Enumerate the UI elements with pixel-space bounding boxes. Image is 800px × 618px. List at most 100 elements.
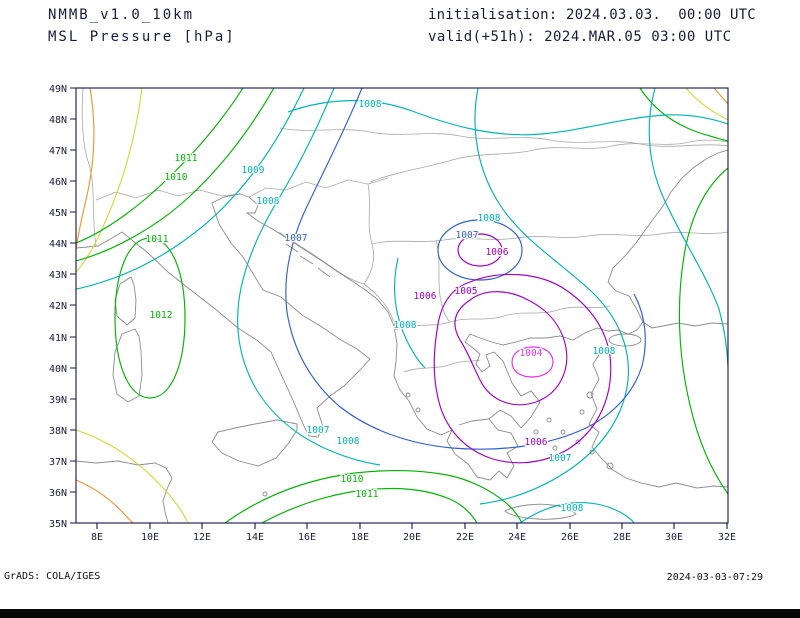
contour-label: 1004	[520, 348, 543, 359]
lon-label: 20E	[403, 532, 421, 543]
lon-label: 26E	[561, 532, 579, 543]
contour-label: 1007	[285, 233, 308, 244]
island	[552, 445, 558, 451]
lon-ticks	[96, 523, 728, 529]
contour-label: 1011	[356, 489, 379, 500]
lat-label: 41N	[49, 333, 67, 344]
contour-label: 1006	[525, 437, 548, 448]
contour-label: 1005	[455, 286, 478, 297]
lat-ticks	[70, 87, 76, 524]
lon-label: 12E	[193, 532, 211, 543]
country-border	[395, 305, 611, 331]
contour-label: 1006	[486, 247, 509, 258]
contour-label: 1007	[549, 453, 572, 464]
lon-label: 24E	[508, 532, 526, 543]
coastline-crete	[504, 503, 577, 520]
contour-line-1010	[76, 88, 275, 262]
contour-line-1008	[394, 257, 426, 369]
contour-line-1007	[437, 219, 523, 281]
contour-label: 1011	[146, 234, 169, 245]
country-border	[369, 139, 728, 183]
island	[586, 391, 594, 399]
lon-label: 22E	[456, 532, 474, 543]
contour-line	[76, 88, 95, 251]
lon-label: 30E	[665, 532, 683, 543]
contour-line-1008	[474, 88, 629, 505]
island	[405, 392, 411, 398]
contour-line	[639, 88, 728, 142]
lat-label: 42N	[49, 301, 67, 312]
coastline-italy	[76, 193, 371, 438]
island	[560, 429, 566, 435]
contour-line	[685, 88, 728, 121]
lat-axis: 49N 48N 47N 46N 45N 44N 43N 42N 41N 40N …	[49, 84, 67, 530]
island	[533, 429, 539, 435]
grads-credit: GrADS: COLA/IGES	[4, 571, 101, 582]
bottom-bar	[0, 609, 800, 618]
coastline-adriatic-east	[245, 196, 519, 481]
coastline-croatian-islands	[285, 243, 331, 278]
coastlines	[76, 149, 728, 523]
contour-label: 1008	[394, 320, 417, 331]
contours-purple	[433, 233, 612, 464]
contour-line-1006	[433, 273, 612, 464]
contour-line-1008	[237, 88, 381, 466]
lat-label: 46N	[49, 177, 67, 188]
coastline-blacksea-west	[607, 149, 728, 323]
contour-label: 1006	[414, 291, 437, 302]
country-border	[248, 177, 389, 198]
country-border	[403, 359, 481, 373]
island	[415, 407, 421, 413]
contour-label: 1010	[165, 172, 188, 183]
contour-label: 1007	[307, 425, 330, 436]
contour-line-1010	[224, 469, 523, 523]
country-border	[363, 283, 397, 331]
lat-label: 44N	[49, 239, 67, 250]
lat-label: 35N	[49, 519, 67, 530]
lat-label: 40N	[49, 364, 67, 375]
contour-label: 1011	[175, 153, 198, 164]
contours-cyan	[76, 88, 728, 523]
lat-label: 39N	[49, 395, 67, 406]
lat-label: 49N	[49, 84, 67, 95]
country-border	[363, 183, 374, 285]
contour-label: 1009	[242, 165, 265, 176]
contour-line-1007	[285, 88, 646, 450]
lat-label: 36N	[49, 488, 67, 499]
lon-label: 16E	[298, 532, 316, 543]
lat-label: 48N	[49, 115, 67, 126]
contour-label: 1008	[478, 213, 501, 224]
lat-label: 43N	[49, 270, 67, 281]
contour-label: 1012	[150, 310, 173, 321]
model-title: NMMB_v1.0_10km	[48, 7, 195, 23]
lon-label: 28E	[613, 532, 631, 543]
contours-magenta	[511, 346, 554, 378]
lon-label: 14E	[246, 532, 264, 543]
country-border	[279, 127, 728, 147]
lon-label: 8E	[91, 532, 103, 543]
contour-line-1006	[457, 233, 503, 267]
init-time-label: initialisation: 2024.03.03. 00:00 UTC	[428, 7, 756, 23]
contours-orange	[76, 88, 728, 523]
contour-line-1005	[454, 291, 568, 406]
contour-line	[713, 88, 728, 105]
island	[606, 462, 614, 470]
lon-label: 32E	[718, 532, 736, 543]
contour-label: 1008	[337, 436, 360, 447]
creation-timestamp: 2024-03-03-07:29	[666, 572, 763, 583]
coastline-greece-aegean	[464, 321, 728, 429]
contour-label: 1008	[561, 503, 584, 514]
contour-line	[678, 167, 728, 495]
contour-line-1011	[76, 88, 244, 244]
country-border	[435, 239, 451, 323]
lon-label: 18E	[351, 532, 369, 543]
contours-green	[76, 88, 728, 523]
contour-line-1009	[76, 88, 305, 290]
contour-label: 1008	[257, 196, 280, 207]
island	[546, 417, 552, 423]
country-border	[81, 88, 97, 247]
contour-line	[76, 429, 189, 523]
contour-line-1009	[648, 88, 728, 367]
contour-line-1008	[519, 501, 635, 523]
